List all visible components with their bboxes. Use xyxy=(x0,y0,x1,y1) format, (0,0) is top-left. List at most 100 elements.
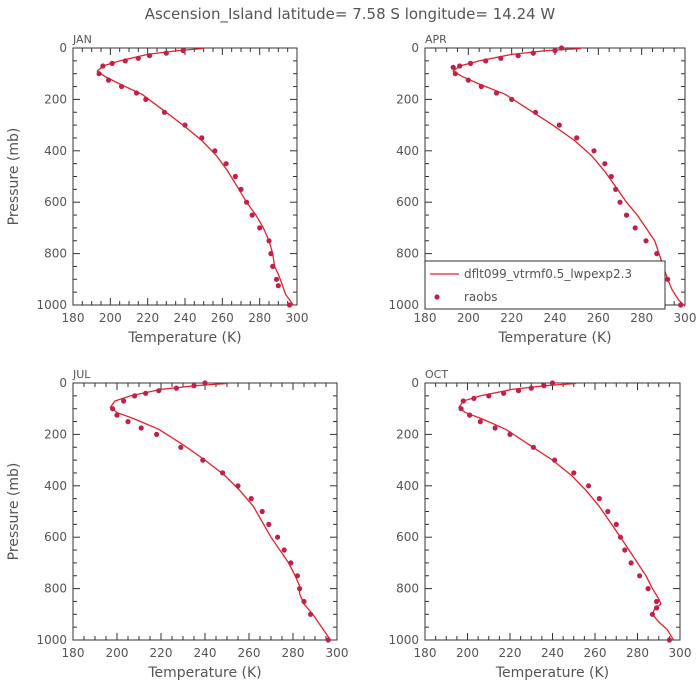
raobs-point xyxy=(143,96,149,102)
raobs-point xyxy=(146,53,153,59)
x-axis-label: Temperature (K) xyxy=(497,330,611,346)
panel-label: JUL xyxy=(72,368,91,381)
raobs-point xyxy=(154,431,160,437)
plot-frame xyxy=(72,382,338,641)
y-tick-label: 800 xyxy=(44,247,67,261)
y-tick-label: 800 xyxy=(396,247,419,261)
raobs-point xyxy=(232,173,238,180)
raobs-point xyxy=(156,388,162,394)
x-tick-label: 280 xyxy=(282,646,305,660)
panel-oct: 180 200 220 240 260 280 300 0 200 400 600 800 1000 OC… xyxy=(388,368,691,681)
raobs-point xyxy=(249,212,255,218)
raobs-point xyxy=(465,77,471,83)
x-axis-label: Temperature (K) xyxy=(147,665,261,681)
raobs-point xyxy=(471,395,477,401)
raobs-point xyxy=(199,135,205,141)
y-tick-label: 400 xyxy=(396,479,419,493)
x-tick-label: 180 xyxy=(62,311,85,325)
raobs-point xyxy=(133,90,140,96)
raobs-point xyxy=(483,58,489,64)
raobs-point xyxy=(492,425,498,431)
raobs-point xyxy=(452,71,458,77)
raobs-point xyxy=(220,470,226,476)
raobs-point xyxy=(286,302,293,308)
raobs-point xyxy=(530,444,537,450)
x-tick-label: 280 xyxy=(630,311,653,325)
panel-apr: 180 200 220 240 260 280 300 0 200 400 600 800 1000 AP… xyxy=(388,33,696,346)
raobs-point xyxy=(297,586,303,592)
raobs-point xyxy=(602,161,608,167)
raobs-point xyxy=(248,496,254,502)
y-tick-label: 0 xyxy=(411,376,419,390)
x-tick-label: 220 xyxy=(150,646,173,660)
raobs-point xyxy=(257,225,263,231)
raobs-point xyxy=(275,534,281,540)
x-tick-label: 240 xyxy=(544,311,567,325)
x-tick-label: 300 xyxy=(326,646,349,660)
plot-frame xyxy=(424,382,681,641)
model-line xyxy=(458,382,675,641)
raobs-point xyxy=(132,393,138,399)
y-tick-label: 1000 xyxy=(36,298,67,312)
raobs-point xyxy=(288,560,294,566)
raobs-point xyxy=(498,55,504,61)
raobs-point xyxy=(643,238,649,244)
y-tick-label: 200 xyxy=(44,92,67,106)
x-tick-label: 260 xyxy=(587,311,610,325)
x-tick-label: 300 xyxy=(669,646,692,660)
y-tick-label: 400 xyxy=(396,144,419,158)
raobs-point xyxy=(180,48,186,54)
raobs-point xyxy=(301,598,307,605)
raobs-point xyxy=(478,83,484,90)
raobs-point xyxy=(121,398,127,404)
x-tick-label: 240 xyxy=(174,311,197,325)
raobs-point xyxy=(200,457,206,463)
y-tick-label: 200 xyxy=(396,92,419,106)
raobs-point xyxy=(270,263,276,269)
panel-label: OCT xyxy=(425,368,448,381)
raobs-point xyxy=(665,276,671,282)
raobs-point xyxy=(244,199,250,205)
raobs-point xyxy=(654,251,660,257)
legend-entry-label: raobs xyxy=(464,290,498,304)
raobs-point xyxy=(266,238,272,244)
y-axis-label: Pressure (mb) xyxy=(6,463,22,561)
model-line xyxy=(109,382,331,641)
raobs-point xyxy=(191,383,197,389)
x-tick-label: 200 xyxy=(106,646,129,660)
raobs-point xyxy=(325,637,331,643)
x-tick-label: 300 xyxy=(286,311,309,325)
x-tick-label: 280 xyxy=(248,311,271,325)
y-tick-label: 1000 xyxy=(388,298,419,312)
raobs-point xyxy=(163,50,169,56)
plot-frame xyxy=(72,47,298,306)
legend-entry-label: dflt099_vtrmf0.5_lwpexp2.3 xyxy=(464,267,632,281)
raobs-point xyxy=(281,547,287,553)
raobs-point xyxy=(649,611,656,617)
y-tick-label: 800 xyxy=(44,582,67,596)
raobs-point xyxy=(549,380,556,386)
x-tick-label: 220 xyxy=(136,311,159,325)
raobs-point xyxy=(509,96,515,102)
y-tick-label: 600 xyxy=(396,530,419,544)
raobs-point xyxy=(173,385,179,391)
x-tick-label: 180 xyxy=(414,311,437,325)
raobs-point xyxy=(96,71,102,77)
raobs-point xyxy=(259,508,265,515)
y-tick-label: 0 xyxy=(59,41,67,55)
raobs-point xyxy=(114,412,120,418)
raobs-point xyxy=(501,390,507,396)
y-axis-label: Pressure (mb) xyxy=(6,128,22,226)
raobs-point xyxy=(515,388,522,394)
raobs-point xyxy=(268,251,274,257)
raobs-point xyxy=(628,560,634,566)
raobs-point xyxy=(645,586,651,592)
raobs-point xyxy=(678,302,684,308)
panels: 180 200 220 240 260 280 300 0 200 400 600 800 1000 JA… xyxy=(6,33,696,681)
raobs-point xyxy=(109,60,115,66)
y-tick-label: 200 xyxy=(396,427,419,441)
raobs-point xyxy=(515,53,521,59)
raobs-point xyxy=(617,534,624,540)
raobs-point xyxy=(493,90,500,96)
